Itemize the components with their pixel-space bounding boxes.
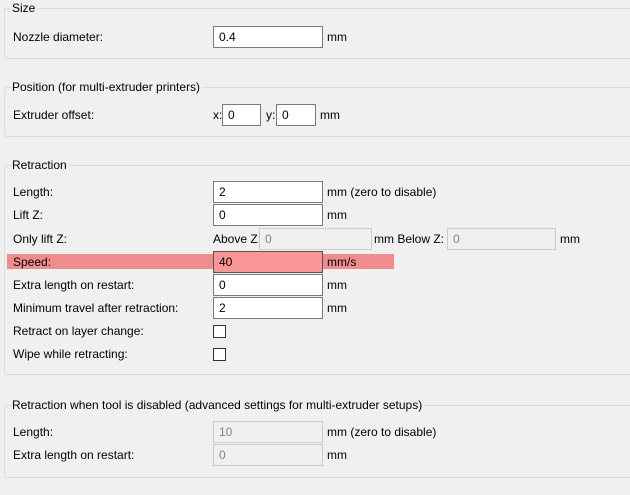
nozzle-diameter-label: Nozzle diameter: xyxy=(13,30,104,44)
disabled-extra-label: Extra length on restart: xyxy=(13,448,135,462)
above-z-label: Above Z: xyxy=(213,232,262,246)
disabled-length-input: 10 xyxy=(213,421,323,443)
length-input[interactable]: 2 xyxy=(213,181,323,203)
only-lift-z-label: Only lift Z: xyxy=(13,232,68,246)
below-z-label: mm Below Z: xyxy=(374,232,445,246)
disabled-length-label: Length: xyxy=(13,425,54,439)
position-group-title: Position (for multi-extruder printers) xyxy=(12,80,203,94)
position-group xyxy=(4,87,630,137)
speed-unit: mm/s xyxy=(327,255,357,269)
x-label: x: xyxy=(213,108,223,122)
length-unit: mm (zero to disable) xyxy=(327,185,437,199)
extra-length-label: Extra length on restart: xyxy=(13,278,135,292)
nozzle-diameter-input[interactable]: 0.4 xyxy=(213,26,323,48)
disabled-extra-input: 0 xyxy=(213,444,323,466)
below-z-unit: mm xyxy=(560,232,580,246)
retract-layer-change-checkbox[interactable] xyxy=(213,325,226,338)
wipe-checkbox[interactable] xyxy=(213,348,226,361)
offset-y-input[interactable]: 0 xyxy=(276,104,316,126)
retract-layer-change-label: Retract on layer change: xyxy=(13,324,144,338)
speed-label: Speed: xyxy=(13,255,52,269)
extra-length-unit: mm xyxy=(327,278,347,292)
lift-z-unit: mm xyxy=(327,208,347,222)
above-z-input: 0 xyxy=(259,228,372,250)
y-label: y: xyxy=(266,108,276,122)
lift-z-input[interactable]: 0 xyxy=(213,204,323,226)
disabled-extra-unit: mm xyxy=(327,448,347,462)
length-label: Length: xyxy=(13,185,54,199)
offset-x-input[interactable]: 0 xyxy=(222,104,261,126)
size-group xyxy=(4,8,630,59)
disabled-length-unit: mm (zero to disable) xyxy=(327,425,437,439)
wipe-label: Wipe while retracting: xyxy=(13,347,128,361)
extra-length-input[interactable]: 0 xyxy=(213,274,323,296)
min-travel-unit: mm xyxy=(327,301,347,315)
size-group-title: Size xyxy=(12,1,38,15)
offset-unit: mm xyxy=(320,108,340,122)
extruder-offset-label: Extruder offset: xyxy=(13,108,95,122)
lift-z-label: Lift Z: xyxy=(13,208,44,222)
nozzle-unit: mm xyxy=(327,30,347,44)
disabled-group-title: Retraction when tool is disabled (advanc… xyxy=(12,398,425,412)
below-z-input: 0 xyxy=(447,228,556,250)
min-travel-label: Minimum travel after retraction: xyxy=(13,301,179,315)
retraction-group-title: Retraction xyxy=(12,158,69,172)
min-travel-input[interactable]: 2 xyxy=(213,297,323,319)
speed-input[interactable]: 40 xyxy=(213,251,323,273)
retraction-group xyxy=(4,165,630,375)
